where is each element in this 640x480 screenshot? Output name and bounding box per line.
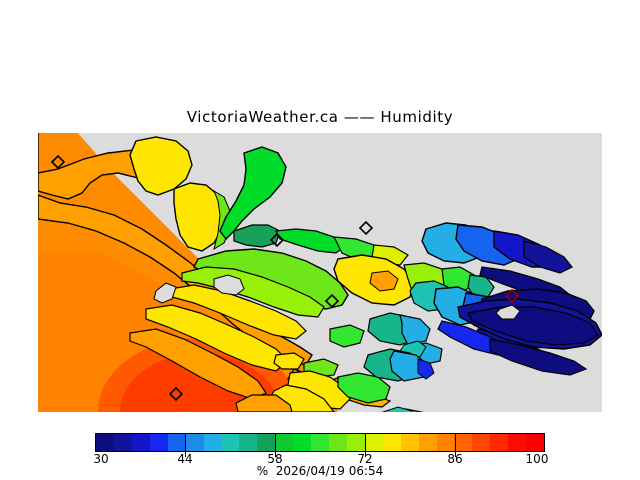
region-north-ridge-darkgreen	[233, 224, 281, 248]
mid-islets	[273, 312, 431, 378]
colorbar-swatch	[418, 434, 437, 451]
colorbar-swatch	[96, 434, 114, 451]
colorbar-swatch	[221, 434, 240, 451]
colorbar-swatch	[346, 434, 365, 451]
region-islet-yellow-a	[273, 352, 305, 370]
region-southwest-hotspot-core	[120, 353, 282, 412]
colorbar[interactable]	[95, 433, 545, 457]
central-island-group	[129, 248, 349, 400]
colorbar-tick-label: 100	[525, 452, 549, 466]
southeast-islets	[363, 348, 435, 412]
colorbar-swatch	[185, 434, 204, 451]
region-east-north-navy-dark	[523, 240, 573, 274]
colorbar-swatch	[400, 434, 419, 451]
region-far-east-notch	[495, 304, 521, 320]
south-coast-strip	[235, 384, 335, 412]
region-islet-green-a	[329, 324, 365, 348]
colorbar-tick-labels: 30 44 58 72 86 100	[0, 452, 640, 468]
colorbar-tick-label: 30	[93, 452, 109, 466]
colorbar-caption: % 2026/04/19 06:54	[256, 464, 384, 478]
region-north-ridge-green	[219, 146, 287, 241]
region-south-coast-orange	[235, 394, 293, 412]
colorbar-swatch	[454, 434, 473, 451]
colorbar-swatch	[382, 434, 401, 451]
colorbar-swatch	[311, 434, 329, 451]
region-central-east-orange	[369, 270, 399, 292]
colorbar-swatch	[113, 434, 132, 451]
colorbar-swatch	[167, 434, 186, 451]
colorbar-swatch	[490, 434, 509, 451]
region-islet-south-teal	[381, 406, 413, 412]
humidity-contour-map[interactable]	[38, 133, 602, 412]
colorbar-tick-label: 44	[177, 452, 193, 466]
region-east-north-blue	[455, 224, 519, 266]
colorbar-tick-label: 58	[267, 452, 283, 466]
colorbar-swatch	[131, 434, 150, 451]
colorbar-tick-label: 86	[447, 452, 463, 466]
region-far-east-navy-south-arm	[489, 338, 588, 376]
far-east-island-group	[457, 288, 602, 376]
colorbar-swatch	[203, 434, 222, 451]
colorbar-swatch	[293, 434, 312, 451]
colorbar-swatch	[508, 434, 527, 451]
colorbar-swatch	[436, 434, 455, 451]
region-islet-se-navy-edge	[417, 358, 435, 380]
region-south-central-green	[337, 372, 391, 404]
page-title: VictoriaWeather.ca —— Humidity	[186, 108, 454, 126]
colorbar-swatch	[328, 434, 347, 451]
colorbar-swatch	[257, 434, 276, 451]
colorbar-gradient[interactable]	[95, 433, 545, 452]
colorbar-swatch	[364, 434, 383, 451]
colorbar-tick-label: 72	[357, 452, 373, 466]
colorbar-swatch	[149, 434, 168, 451]
colorbar-swatch	[526, 434, 545, 451]
region-central-island-inner-lagoon	[213, 274, 245, 296]
colorbar-swatch	[239, 434, 258, 451]
region-north-central-island-lobe	[173, 182, 225, 252]
colorbar-swatch	[472, 434, 491, 451]
colorbar-swatch	[275, 434, 294, 451]
region-central-island-inner-notch	[153, 282, 177, 304]
map-plot-area[interactable]	[38, 133, 602, 412]
north-central-islands	[129, 136, 231, 252]
